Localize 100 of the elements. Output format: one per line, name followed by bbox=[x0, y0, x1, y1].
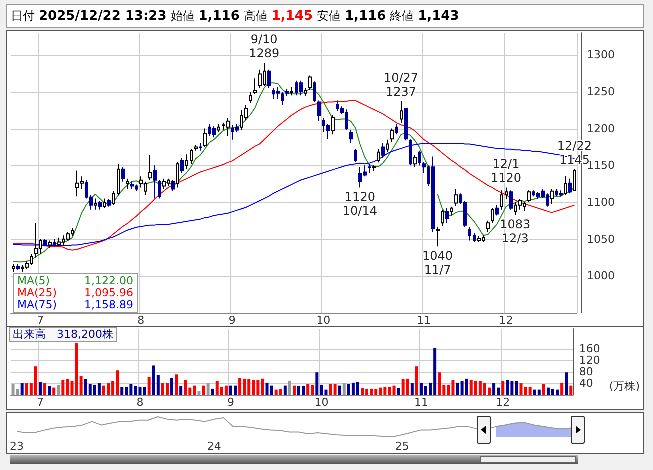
candlestick bbox=[495, 204, 499, 216]
candlestick bbox=[317, 100, 321, 122]
candlestick bbox=[527, 190, 531, 203]
bar bbox=[175, 374, 178, 395]
bar bbox=[62, 380, 65, 395]
bar bbox=[224, 386, 228, 395]
bar bbox=[16, 388, 20, 395]
candlestick bbox=[354, 148, 357, 162]
text: 1,143 bbox=[418, 9, 460, 24]
candlestick bbox=[409, 138, 412, 166]
candlestick bbox=[431, 156, 435, 232]
text: 日付 bbox=[11, 9, 35, 23]
candlestick bbox=[130, 181, 134, 190]
annotation: 12/1 1120 bbox=[490, 157, 522, 186]
candlestick bbox=[509, 190, 513, 210]
candlestick bbox=[386, 139, 389, 153]
candlestick bbox=[53, 238, 56, 248]
series-label: MA(5) bbox=[18, 274, 50, 288]
text: 始値 bbox=[170, 9, 195, 23]
candlestick bbox=[418, 150, 421, 166]
bar bbox=[270, 386, 274, 395]
bar bbox=[316, 372, 319, 395]
candlestick bbox=[126, 178, 129, 190]
bar bbox=[392, 386, 396, 395]
x-tick-label: 12 bbox=[496, 396, 510, 409]
candlestick bbox=[267, 69, 271, 89]
bar bbox=[542, 384, 546, 395]
bar bbox=[406, 378, 410, 395]
x-tick-label: 8 bbox=[136, 396, 144, 409]
candlestick bbox=[477, 236, 481, 243]
candlestick bbox=[121, 166, 125, 182]
bar bbox=[415, 366, 418, 395]
candlestick bbox=[226, 118, 230, 137]
candlestick bbox=[190, 148, 193, 165]
x-tick-label: 10 bbox=[316, 314, 331, 327]
candlestick bbox=[249, 91, 252, 104]
candlestick bbox=[290, 87, 293, 96]
x-tick-label: 25 bbox=[395, 440, 410, 453]
candlestick bbox=[217, 124, 220, 133]
candlestick bbox=[98, 200, 102, 210]
bar bbox=[298, 386, 301, 395]
candlestick bbox=[180, 158, 184, 174]
bar bbox=[170, 378, 174, 395]
bar bbox=[342, 383, 346, 395]
y-tick-label: 1000 bbox=[587, 270, 615, 283]
candlestick bbox=[454, 188, 458, 207]
text: 安値 bbox=[317, 9, 342, 23]
text: 高値 bbox=[244, 9, 268, 23]
x-tick-label: 12 bbox=[499, 314, 514, 327]
candlestick bbox=[48, 240, 52, 249]
candlestick bbox=[34, 222, 38, 258]
candlestick bbox=[331, 115, 335, 136]
candlestick bbox=[304, 88, 307, 97]
text: MA(75) bbox=[18, 298, 58, 312]
bar bbox=[560, 382, 564, 395]
candlestick bbox=[176, 161, 179, 188]
bar bbox=[538, 390, 541, 395]
bar bbox=[20, 384, 24, 395]
candlestick bbox=[445, 208, 449, 224]
candlestick bbox=[468, 227, 471, 242]
y-axis-title: (万株) bbox=[609, 380, 640, 393]
candlestick bbox=[400, 101, 403, 124]
bar bbox=[238, 378, 242, 395]
annotation: 1040 11/7 bbox=[422, 249, 454, 278]
candlestick bbox=[550, 188, 554, 204]
annotation: 9/10 1289 bbox=[249, 32, 280, 61]
candlestick bbox=[441, 209, 444, 227]
annotation: 1120 10/14 bbox=[342, 190, 378, 218]
text: 終値 bbox=[390, 9, 414, 23]
y-tick-label: 1200 bbox=[587, 122, 615, 136]
bar bbox=[306, 384, 310, 395]
annotation: 1,122.00 bbox=[84, 274, 134, 288]
candlestick bbox=[103, 198, 106, 209]
y-tick-label: 1100 bbox=[587, 196, 615, 209]
bar bbox=[502, 382, 505, 395]
text: MA(25) bbox=[18, 286, 58, 300]
candlestick bbox=[486, 220, 490, 232]
x-tick-label: 24 bbox=[207, 440, 222, 453]
candlestick bbox=[171, 180, 175, 192]
bar bbox=[528, 386, 532, 395]
bar bbox=[98, 384, 101, 395]
candlestick bbox=[381, 143, 385, 159]
x-tick-label: 10 bbox=[314, 396, 329, 409]
text: 1,145 bbox=[272, 9, 314, 24]
candlestick bbox=[153, 165, 157, 200]
x-tick-label: 7 bbox=[37, 314, 44, 327]
bar bbox=[148, 377, 151, 395]
candlestick bbox=[349, 130, 353, 144]
bar bbox=[410, 384, 414, 395]
candlestick bbox=[436, 227, 440, 248]
bar bbox=[206, 384, 210, 395]
candlestick bbox=[299, 80, 303, 96]
y-tick-label: 1300 bbox=[587, 48, 615, 62]
bar bbox=[356, 382, 360, 395]
annotation: 1,095.96 bbox=[84, 286, 134, 300]
bar bbox=[506, 380, 510, 395]
candlestick bbox=[199, 143, 202, 152]
bar bbox=[284, 386, 287, 395]
candlestick bbox=[253, 78, 257, 95]
y-tick-label: 80 bbox=[579, 366, 594, 379]
